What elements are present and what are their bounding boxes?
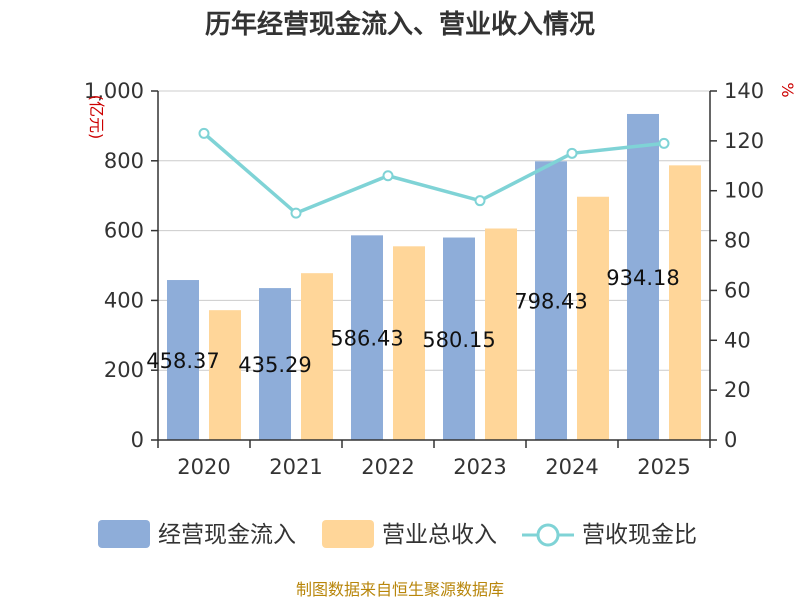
y-right-tick-label: 40 [724, 328, 751, 352]
data-label-cash-inflow: 458.37 [146, 349, 219, 373]
bar-revenue [485, 228, 517, 440]
y-right-tick-label: 100 [724, 179, 764, 203]
bar-revenue [301, 273, 333, 440]
y-right-tick-label: 120 [724, 129, 764, 153]
y-left-tick-label: 0 [131, 428, 144, 452]
bar-cash-inflow [259, 288, 291, 440]
legend-marker-ratio [536, 523, 560, 547]
y-right-tick-label: 80 [724, 229, 751, 253]
data-label-cash-inflow: 798.43 [514, 290, 587, 314]
bar-cash-inflow [443, 237, 475, 440]
bar-cash-inflow [627, 113, 659, 440]
x-tick-label: 2023 [453, 455, 506, 479]
bar-cash-inflow [535, 161, 567, 440]
y-right-tick-label: 20 [724, 378, 751, 402]
grid [158, 90, 710, 371]
y-right-tick-label: 60 [724, 278, 751, 302]
ratio-point [290, 207, 302, 219]
bars [167, 113, 701, 440]
bar-revenue [577, 196, 609, 440]
x-tick-label: 2020 [177, 455, 230, 479]
ratio-point [474, 195, 486, 207]
y-left-tick-label: 200 [104, 358, 144, 382]
data-label-cash-inflow: 580.15 [422, 328, 495, 352]
ratio-point [382, 170, 394, 182]
bar-cash-inflow [167, 280, 199, 440]
chart-title: 历年经营现金流入、营业收入情况 [205, 9, 595, 40]
legend-swatch-revenue [322, 520, 374, 548]
ratio-point [198, 127, 210, 139]
ratio-point [658, 137, 670, 149]
legend-label-cash-inflow: 经营现金流入 [158, 522, 296, 548]
axes: 0 200 400 600 800 1,000 0 20 40 60 80 100 120 140 2020… [84, 79, 764, 479]
y-right-tick-label: 0 [724, 428, 737, 452]
ratio-line [202, 132, 665, 216]
y-left-unit: (亿元) [87, 95, 106, 140]
source-note: 制图数据来自恒生聚源数据库 [296, 580, 504, 599]
legend: 经营现金流入 营业总收入 营收现金比 [98, 520, 697, 548]
data-label-cash-inflow: 586.43 [330, 327, 403, 351]
legend-label-revenue: 营业总收入 [382, 522, 497, 548]
y-right-unit: % [778, 82, 797, 97]
y-right-tick-label: 140 [724, 79, 764, 103]
y-left-tick-label: 800 [104, 149, 144, 173]
bar-cash-inflow [351, 235, 383, 440]
x-tick-label: 2022 [361, 455, 414, 479]
x-tick-label: 2021 [269, 455, 322, 479]
data-label-cash-inflow: 435.29 [238, 353, 311, 377]
bar-revenue [393, 246, 425, 440]
y-left-tick-label: 1,000 [84, 79, 144, 103]
line-series [198, 127, 670, 219]
ratio-point [566, 147, 578, 159]
legend-label-ratio: 营收现金比 [582, 522, 697, 548]
bar-revenue [669, 165, 701, 440]
data-label-cash-inflow: 934.18 [606, 266, 679, 290]
y-left-tick-label: 400 [104, 288, 144, 312]
x-tick-label: 2025 [637, 455, 690, 479]
bar-revenue [209, 310, 241, 440]
y-left-tick-label: 600 [104, 219, 144, 243]
x-tick-label: 2024 [545, 455, 598, 479]
legend-swatch-cash-inflow [98, 520, 150, 548]
data-labels: 458.37 435.29 586.43 580.15 798.43 934.18 [146, 266, 679, 377]
